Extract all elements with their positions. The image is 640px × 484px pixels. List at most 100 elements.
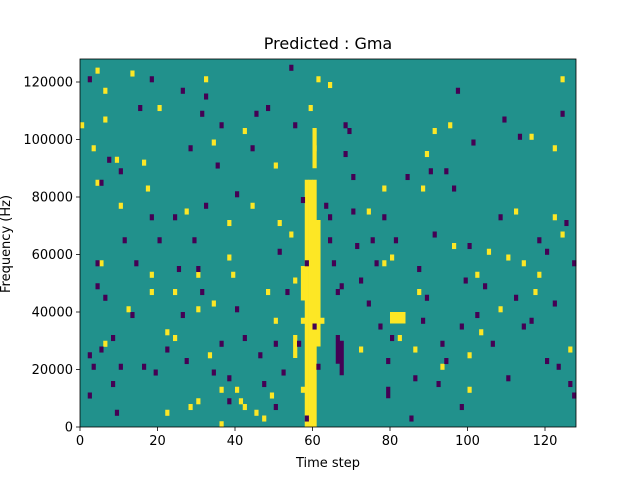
y-tick-label: 40000 xyxy=(32,306,73,321)
heatmap-cell-high xyxy=(397,335,402,342)
heatmap-cell-high xyxy=(227,254,232,261)
heatmap-cell-high xyxy=(273,317,278,324)
heatmap-cell-high xyxy=(417,289,422,296)
heatmap-cell-low xyxy=(165,346,170,353)
heatmap-cell-low xyxy=(424,294,430,301)
heatmap-cell-high xyxy=(211,300,216,307)
heatmap-cell-low xyxy=(107,156,112,163)
heatmap-cell-high xyxy=(366,208,371,215)
heatmap-cell-low xyxy=(173,214,178,221)
heatmap-cell-low xyxy=(316,363,321,370)
heatmap-cell-low xyxy=(273,404,278,411)
y-tick-label: 0 xyxy=(65,421,73,436)
y-tick-label: 80000 xyxy=(32,191,73,206)
heatmap-cell-high xyxy=(506,254,511,261)
heatmap-cell-high xyxy=(149,289,154,296)
heatmap-cell-low xyxy=(428,168,433,175)
heatmap-cell-low xyxy=(153,369,158,376)
heatmap-cell-low xyxy=(343,151,348,158)
heatmap-cell-low xyxy=(560,110,565,117)
heatmap-cell-low xyxy=(188,145,193,152)
y-tick-label: 120000 xyxy=(23,76,73,91)
heatmap-cell-high xyxy=(95,67,100,74)
heatmap-cell-low xyxy=(304,415,309,422)
heatmap-cell-high xyxy=(359,346,364,353)
heatmap-cell-low xyxy=(537,237,542,244)
heatmap-cell-low xyxy=(99,346,104,353)
heatmap-cell-high xyxy=(440,363,445,370)
heatmap-column-high xyxy=(308,179,313,427)
heatmap-cell-low xyxy=(452,185,457,192)
heatmap-cell-low xyxy=(91,363,96,370)
heatmap-cell-low xyxy=(285,289,290,296)
heatmap-plot-area xyxy=(79,58,577,428)
heatmap-cell-high xyxy=(560,76,565,83)
heatmap-cell-low xyxy=(180,312,185,319)
heatmap-cell-high xyxy=(103,87,108,94)
heatmap-cell-low xyxy=(235,191,240,198)
heatmap-cell-low xyxy=(157,237,162,244)
y-tick-label: 20000 xyxy=(32,363,73,378)
heatmap-cell-low xyxy=(219,122,224,129)
heatmap-cell-low xyxy=(545,248,550,255)
heatmap-cell-low xyxy=(215,162,220,169)
heatmap-cell-high xyxy=(184,208,189,215)
heatmap-cell-low xyxy=(130,312,135,319)
heatmap-cell-high xyxy=(273,162,278,169)
heatmap-cell-high xyxy=(219,421,224,428)
heatmap-cell-low xyxy=(517,133,523,140)
heatmap-block-high xyxy=(390,312,406,324)
heatmap-cell-high xyxy=(173,289,178,296)
heatmap-cell-low xyxy=(440,340,445,347)
y-axis: 0 20000 40000 60000 80000 100000 120000 xyxy=(23,76,80,436)
heatmap-cell-high xyxy=(231,271,236,278)
heatmap-column-high xyxy=(312,179,317,427)
heatmap-cell-low xyxy=(324,202,329,209)
x-tick-label: 60 xyxy=(304,434,321,449)
heatmap-cell-high xyxy=(486,248,492,255)
heatmap-cell-low xyxy=(382,214,387,221)
heatmap-cell-low xyxy=(149,214,154,221)
heatmap-cell-low xyxy=(95,283,100,290)
heatmap-cell-high xyxy=(552,214,557,221)
heatmap-cell-low xyxy=(196,266,201,273)
heatmap-cell-low xyxy=(331,260,337,267)
heatmap-cell-low xyxy=(444,358,449,365)
heatmap-cell-high xyxy=(242,128,247,135)
heatmap-cell-high xyxy=(207,352,213,359)
heatmap-cell-high xyxy=(262,415,267,422)
heatmap-cell-high xyxy=(145,185,151,192)
heatmap-cell-high xyxy=(235,386,240,393)
heatmap-cell-high xyxy=(289,231,294,238)
heatmap-cell-high xyxy=(165,409,170,416)
heatmap-cell-high xyxy=(382,260,387,267)
heatmap-cell-low xyxy=(192,237,197,244)
heatmap-cell-high xyxy=(390,254,395,261)
heatmap-cell-low xyxy=(134,260,139,267)
x-tick-label: 0 xyxy=(76,434,84,449)
heatmap-cell-low xyxy=(87,76,92,83)
heatmap-cell-high xyxy=(308,105,313,112)
heatmap-cell-high xyxy=(80,122,85,129)
heatmap-cell-high xyxy=(560,231,565,238)
heatmap-cell-low xyxy=(211,369,216,376)
heatmap-cell-high xyxy=(467,352,472,359)
heatmap-cell-low xyxy=(273,340,278,347)
heatmap-cell-low xyxy=(417,266,422,273)
heatmap-cell-low xyxy=(490,340,495,347)
heatmap-cell-high xyxy=(196,306,201,313)
heatmap-cell-high xyxy=(204,76,209,83)
heatmap-cell-high xyxy=(157,105,162,112)
heatmap-cell-low xyxy=(351,174,356,181)
heatmap-cell-low xyxy=(142,363,147,370)
heatmap-cell-low xyxy=(258,352,263,359)
heatmap-cell-low xyxy=(254,110,259,117)
heatmap-cell-low xyxy=(200,110,205,117)
heatmap-cell-low xyxy=(436,381,441,388)
heatmap-cell-high xyxy=(196,398,201,405)
heatmap-cell-low xyxy=(339,283,344,290)
heatmap-cell-low xyxy=(281,369,286,376)
heatmap-cell-low xyxy=(99,179,104,186)
heatmap-cell-low xyxy=(235,306,240,313)
heatmap-cell-low xyxy=(200,289,205,296)
